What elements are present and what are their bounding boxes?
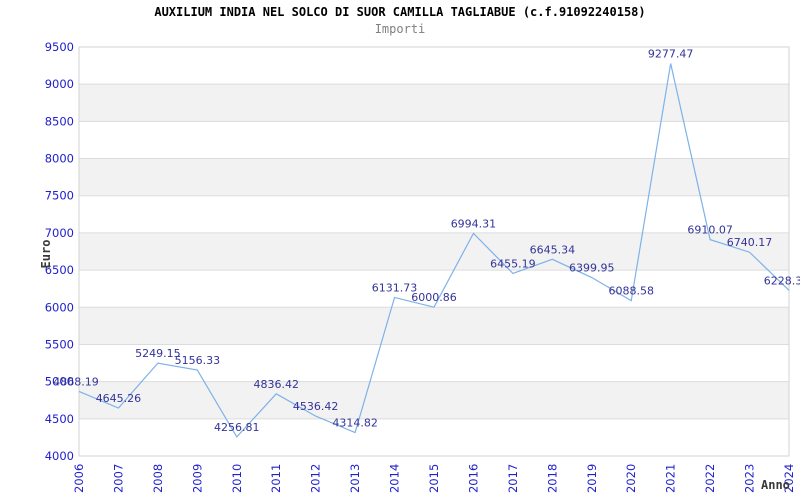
data-point-label: 6455.19 xyxy=(490,257,536,270)
x-tick-label: 2018 xyxy=(545,464,559,493)
x-tick-label: 2022 xyxy=(703,464,717,493)
y-tick-label: 4000 xyxy=(45,449,74,463)
y-tick-label: 4500 xyxy=(45,412,74,426)
x-tick-label: 2013 xyxy=(348,464,362,493)
y-axis-title: Euro xyxy=(39,239,53,269)
x-tick-label: 2021 xyxy=(664,464,678,493)
y-tick-label: 6500 xyxy=(45,263,74,277)
x-tick-label: 2020 xyxy=(624,464,638,493)
data-point-label: 6645.34 xyxy=(530,243,576,256)
series-line xyxy=(78,63,790,438)
data-point-label: 9277.47 xyxy=(648,48,694,61)
data-point-label: 6228.3 xyxy=(764,274,800,287)
x-tick-label: 2006 xyxy=(72,464,86,493)
y-tick-label: 5500 xyxy=(45,337,74,351)
band-row xyxy=(79,381,789,419)
band-row xyxy=(79,418,789,456)
data-point-label: 6740.17 xyxy=(727,236,773,249)
data-point-label: 4256.81 xyxy=(214,421,260,434)
x-tick-label: 2016 xyxy=(466,464,480,493)
y-tick-label: 9000 xyxy=(45,77,74,91)
data-point-label: 6994.31 xyxy=(451,217,497,230)
band-row xyxy=(79,84,789,122)
data-point-label: 5249.15 xyxy=(135,347,181,360)
data-point-label: 6000.86 xyxy=(411,291,457,304)
data-point-label: 6399.95 xyxy=(569,262,615,275)
chart-title: AUXILIUM INDIA NEL SOLCO DI SUOR CAMILLA… xyxy=(154,5,646,19)
data-point-label: 6131.73 xyxy=(372,281,418,294)
x-tick-label: 2017 xyxy=(506,464,520,493)
data-point-label: 4836.42 xyxy=(253,378,299,391)
band-row xyxy=(79,344,789,382)
x-tick-label: 2008 xyxy=(151,464,165,493)
x-tick-label: 2015 xyxy=(427,464,441,493)
plot-border xyxy=(78,46,790,457)
x-tick-label: 2007 xyxy=(111,464,125,493)
x-tick-label: 2014 xyxy=(388,464,402,493)
data-point-label: 5156.33 xyxy=(175,354,221,367)
chart-subtitle: Importi xyxy=(374,22,426,36)
data-point-label: 4536.42 xyxy=(293,400,339,413)
x-tick-label: 2019 xyxy=(585,464,599,493)
x-tick-label: 2011 xyxy=(269,464,283,493)
y-tick-label: 5000 xyxy=(45,375,74,389)
band-row xyxy=(79,158,789,196)
x-tick-label: 2012 xyxy=(309,464,323,493)
band-row xyxy=(79,121,789,159)
band-row xyxy=(79,195,789,233)
x-tick-label: 2023 xyxy=(743,464,757,493)
x-tick-label: 2010 xyxy=(230,464,244,493)
data-point-label: 4868.19 xyxy=(53,375,99,388)
data-point-label: 6088.58 xyxy=(608,285,654,298)
y-tick-label: 7000 xyxy=(45,226,74,240)
y-tick-label: 6000 xyxy=(45,300,74,314)
x-tick-label: 2009 xyxy=(190,464,204,493)
y-tick-label: 7500 xyxy=(45,189,74,203)
y-tick-label: 9500 xyxy=(45,40,74,54)
y-tick-label: 8500 xyxy=(45,114,74,128)
data-point-label: 4645.26 xyxy=(96,392,142,405)
band-row xyxy=(79,232,789,271)
data-point-label: 6910.07 xyxy=(687,224,733,237)
x-axis-title: Anno xyxy=(761,478,790,492)
band-row xyxy=(79,307,789,345)
band-row xyxy=(79,270,789,308)
y-tick-label: 8000 xyxy=(45,152,74,166)
x-tick-label: 2024 xyxy=(782,464,796,493)
data-point-label: 4314.82 xyxy=(332,417,378,430)
